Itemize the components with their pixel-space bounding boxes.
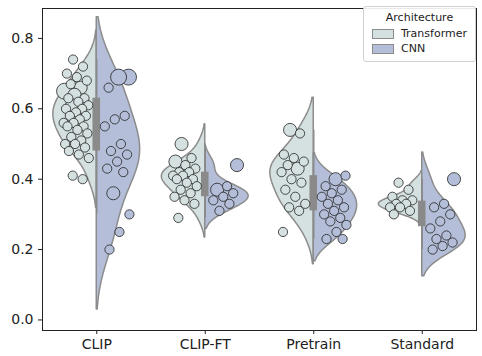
- svg-text:Pretrain: Pretrain: [286, 336, 341, 352]
- svg-text:0.8: 0.8: [11, 30, 33, 46]
- svg-text:0.4: 0.4: [11, 171, 33, 187]
- html-text:Architecture: Architecture: [385, 11, 454, 24]
- svg-text:CLIP: CLIP: [82, 336, 112, 352]
- html-text:Transformer: Transformer: [401, 27, 467, 40]
- svg-text:CLIP-FT: CLIP-FT: [180, 336, 232, 352]
- svg-text:0.0: 0.0: [11, 311, 33, 327]
- svg-text:0.6: 0.6: [11, 100, 33, 116]
- svg-text:Standard: Standard: [390, 336, 454, 352]
- html-text:CNN: CNN: [401, 42, 426, 55]
- svg-text:0.2: 0.2: [11, 241, 33, 257]
